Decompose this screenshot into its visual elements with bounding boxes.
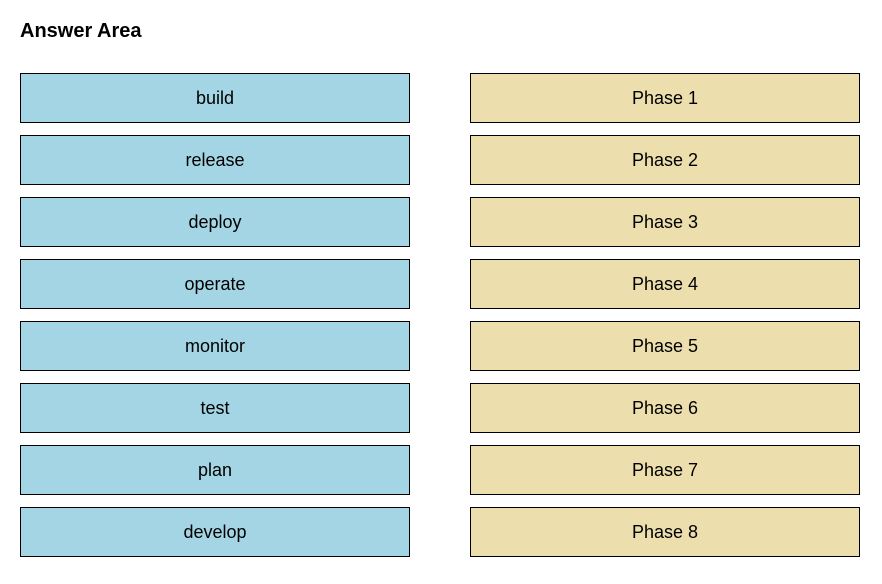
option-item[interactable]: deploy (20, 197, 410, 247)
phase-slot[interactable]: Phase 5 (470, 321, 860, 371)
phase-slot[interactable]: Phase 6 (470, 383, 860, 433)
option-item[interactable]: test (20, 383, 410, 433)
phase-label: Phase 6 (632, 398, 698, 419)
phase-slot[interactable]: Phase 7 (470, 445, 860, 495)
option-label: deploy (188, 212, 241, 233)
phase-slot[interactable]: Phase 2 (470, 135, 860, 185)
option-label: operate (184, 274, 245, 295)
option-item[interactable]: release (20, 135, 410, 185)
phase-label: Phase 5 (632, 336, 698, 357)
option-label: monitor (185, 336, 245, 357)
phase-label: Phase 2 (632, 150, 698, 171)
options-column: build release deploy operate monitor tes… (20, 73, 410, 557)
option-label: release (185, 150, 244, 171)
phase-label: Phase 8 (632, 522, 698, 543)
phase-slot[interactable]: Phase 4 (470, 259, 860, 309)
phase-label: Phase 7 (632, 460, 698, 481)
phase-slot[interactable]: Phase 1 (470, 73, 860, 123)
page-title: Answer Area (20, 20, 862, 43)
phase-slot[interactable]: Phase 3 (470, 197, 860, 247)
option-label: plan (198, 460, 232, 481)
option-item[interactable]: develop (20, 507, 410, 557)
phase-label: Phase 3 (632, 212, 698, 233)
option-label: develop (183, 522, 246, 543)
answer-area-columns: build release deploy operate monitor tes… (20, 73, 862, 557)
option-item[interactable]: operate (20, 259, 410, 309)
option-label: build (196, 88, 234, 109)
phases-column: Phase 1 Phase 2 Phase 3 Phase 4 Phase 5 … (470, 73, 860, 557)
phase-label: Phase 4 (632, 274, 698, 295)
option-item[interactable]: build (20, 73, 410, 123)
phase-label: Phase 1 (632, 88, 698, 109)
option-item[interactable]: monitor (20, 321, 410, 371)
option-label: test (200, 398, 229, 419)
option-item[interactable]: plan (20, 445, 410, 495)
phase-slot[interactable]: Phase 8 (470, 507, 860, 557)
